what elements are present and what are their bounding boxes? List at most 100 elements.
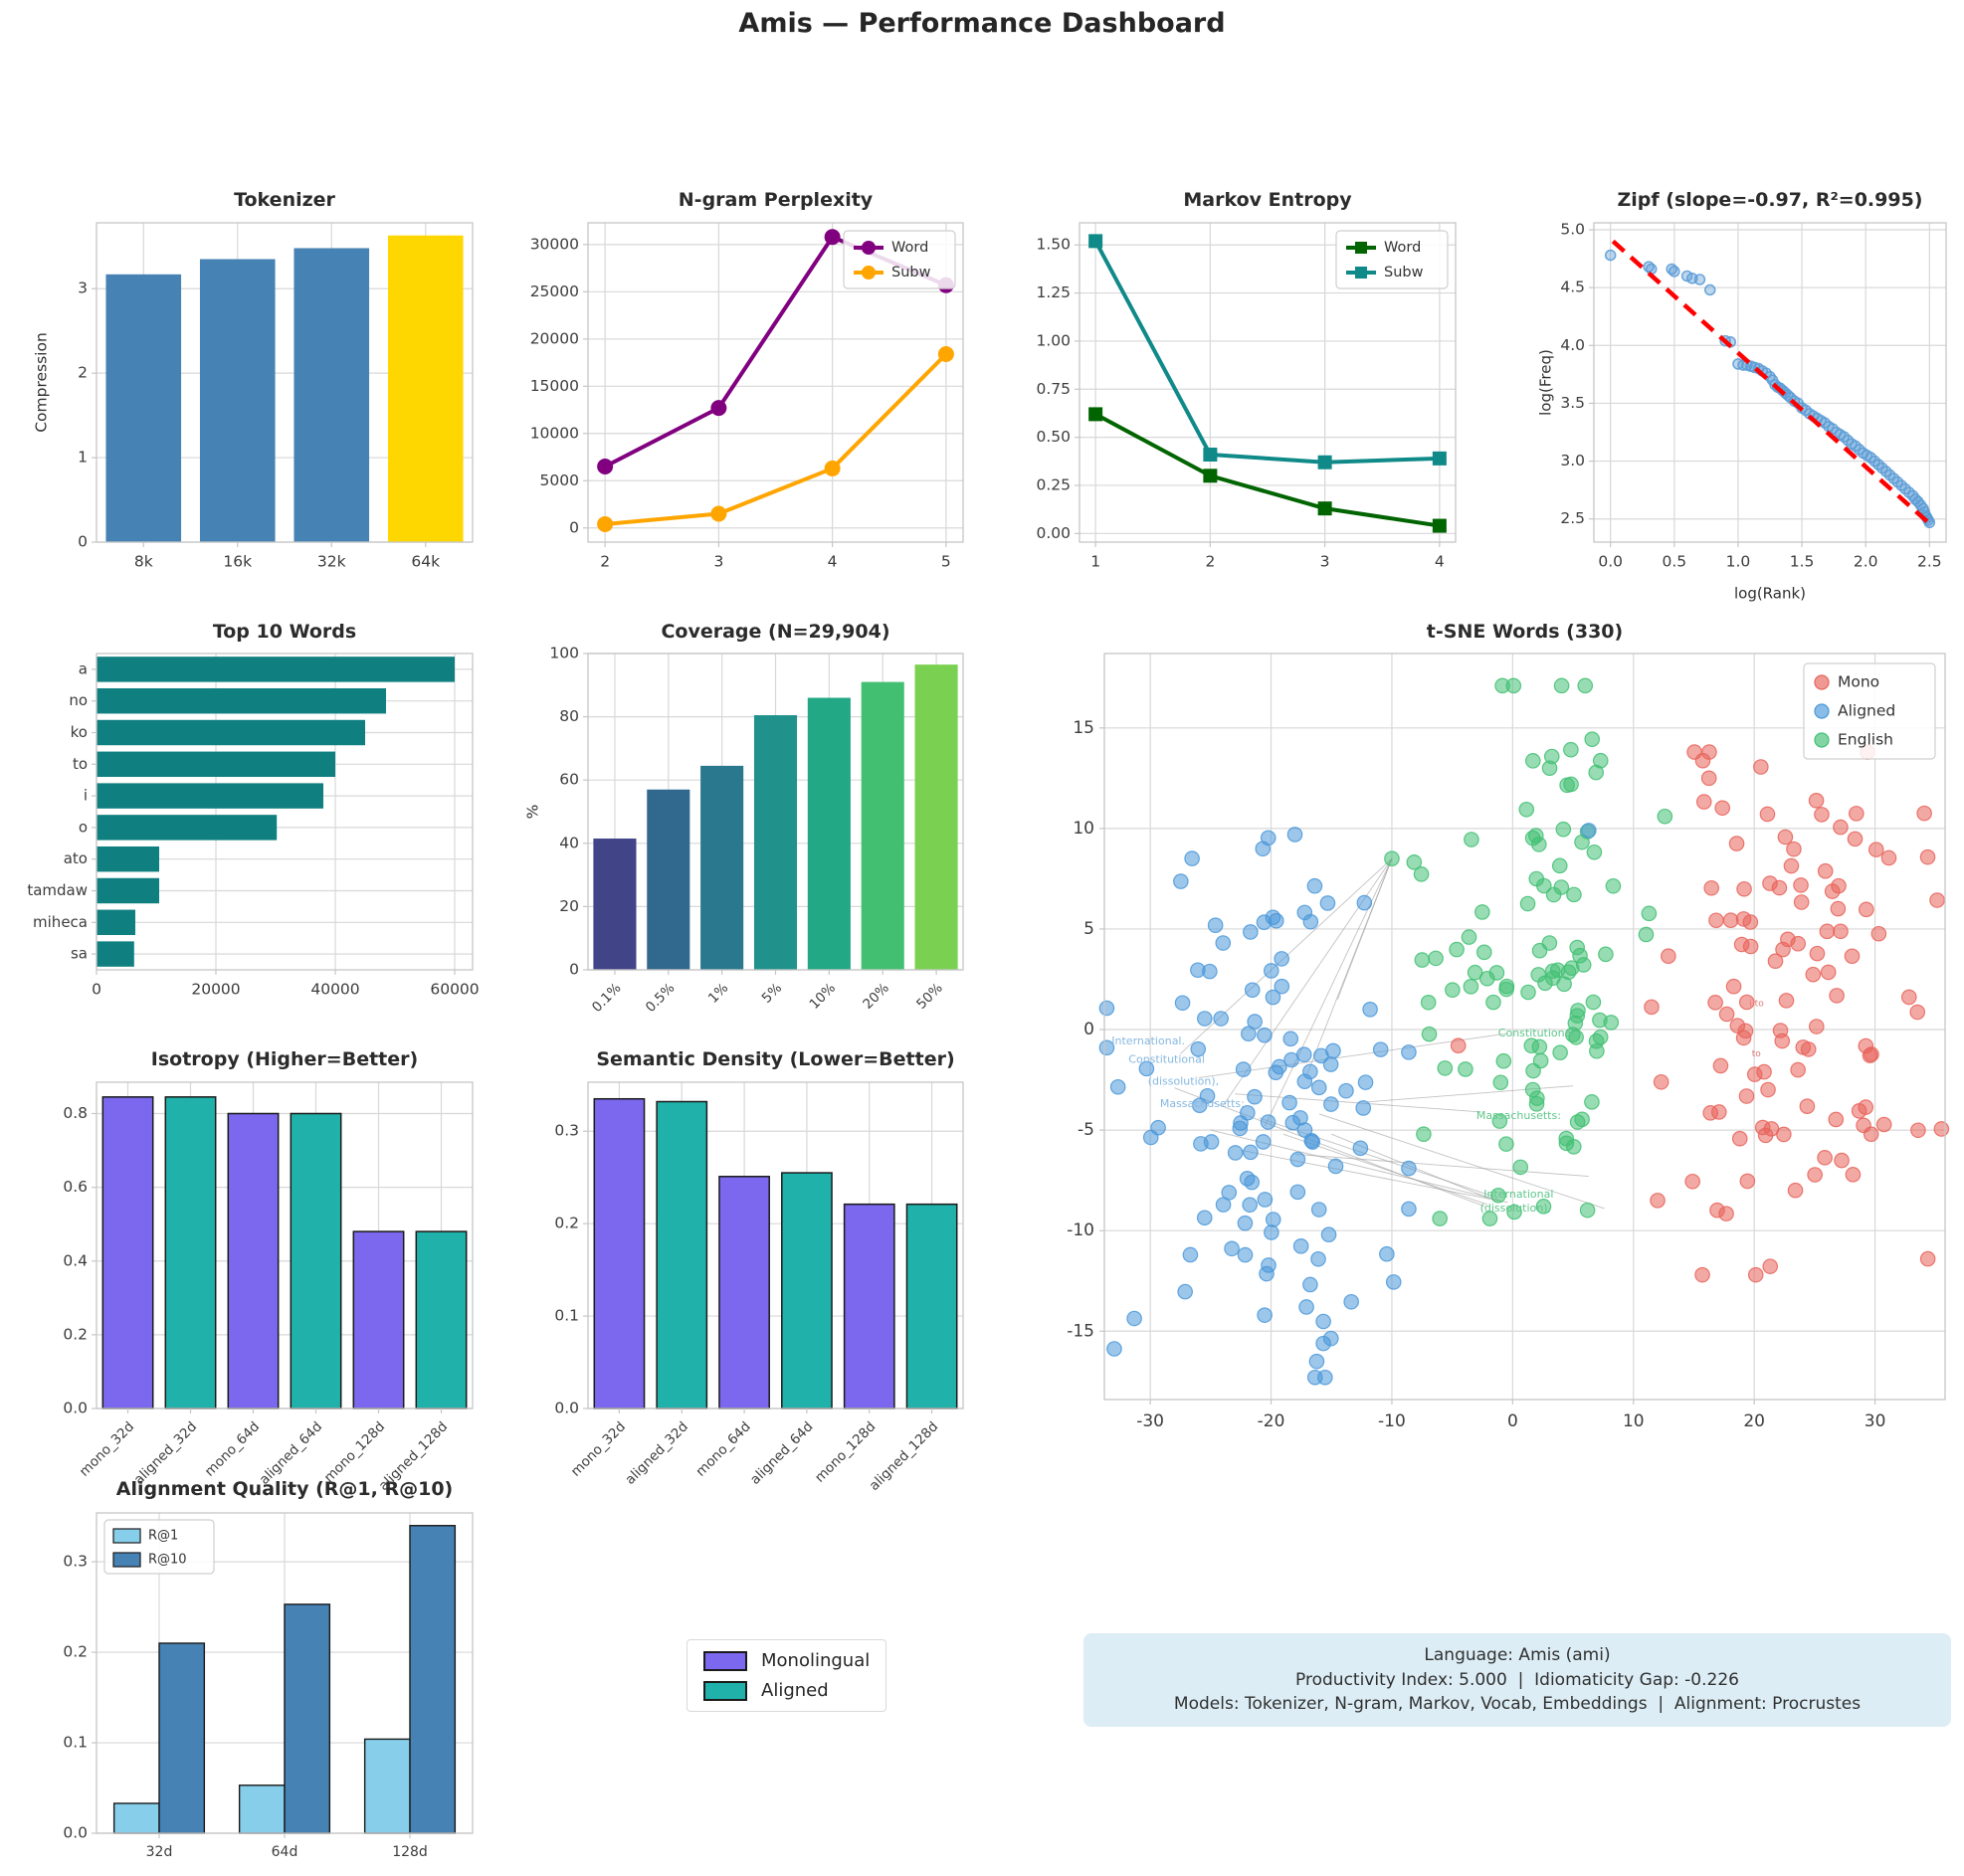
svg-text:Massachusetts:: Massachusetts:: [1160, 1097, 1245, 1110]
svg-text:Massachusetts:: Massachusetts:: [1476, 1109, 1561, 1122]
monolingual-label: Monolingual: [761, 1650, 871, 1671]
svg-text:0.1%: 0.1%: [589, 980, 625, 1016]
svg-text:0.5: 0.5: [1662, 553, 1686, 571]
svg-text:2: 2: [600, 553, 610, 571]
aligned-swatch: [703, 1680, 747, 1701]
svg-text:0.00: 0.00: [1036, 524, 1071, 542]
svg-text:20%: 20%: [860, 980, 892, 1013]
svg-text:0: 0: [78, 533, 88, 551]
svg-text:4: 4: [828, 553, 838, 571]
svg-text:Compression: Compression: [33, 332, 51, 433]
svg-text:-5: -5: [1078, 1120, 1094, 1140]
svg-text:0.6: 0.6: [63, 1178, 88, 1196]
svg-text:aligned_64d: aligned_64d: [257, 1418, 325, 1487]
markov-entropy-chart-title: Markov Entropy: [1183, 189, 1352, 211]
legend-row-monolingual: Monolingual: [703, 1650, 870, 1671]
svg-text:5: 5: [1083, 919, 1094, 939]
svg-text:-20: -20: [1258, 1411, 1285, 1431]
svg-text:32d: 32d: [146, 1844, 173, 1860]
svg-text:R@1: R@1: [148, 1529, 178, 1544]
markov-entropy-chart: 0.00 0.25 0.50 0.75 1.00 1.25 1.50 1 2 3 4 Word Subw: [1036, 222, 1457, 571]
svg-text:5: 5: [941, 553, 951, 571]
svg-text:to: to: [1752, 1049, 1762, 1059]
coverage-chart-title: Coverage (N=29,904): [661, 621, 890, 643]
svg-text:20: 20: [1743, 1411, 1765, 1431]
svg-text:4.5: 4.5: [1560, 279, 1585, 296]
svg-text:Subw: Subw: [891, 265, 931, 281]
svg-text:20000: 20000: [530, 329, 579, 347]
svg-text:8k: 8k: [134, 553, 153, 571]
svg-text:2: 2: [1205, 553, 1215, 571]
svg-text:5.0: 5.0: [1560, 220, 1585, 238]
svg-text:3.0: 3.0: [1560, 452, 1585, 469]
info-language: Language: Amis (ami): [1424, 1645, 1611, 1665]
svg-text:0: 0: [569, 961, 579, 979]
svg-text:Word: Word: [1384, 240, 1421, 256]
svg-text:0.1: 0.1: [63, 1734, 88, 1752]
svg-text:-30: -30: [1136, 1411, 1164, 1431]
svg-text:5%: 5%: [759, 980, 786, 1007]
svg-text:mono_64d: mono_64d: [692, 1418, 753, 1479]
alignment-quality-chart: 0.0 0.1 0.2 0.3 32d 64d 128d R@1 R@10: [63, 1512, 474, 1860]
aligned-label: Aligned: [761, 1680, 829, 1701]
tokenizer-chart: 0 1 2 3 8k 16k 32k 64k Compression: [33, 222, 474, 571]
svg-text:0.0: 0.0: [63, 1400, 88, 1417]
svg-text:3: 3: [78, 280, 88, 297]
svg-text:0: 0: [92, 981, 101, 999]
svg-text:20000: 20000: [191, 981, 240, 999]
alignment-quality-chart-title: Alignment Quality (R@1, R@10): [115, 1478, 454, 1500]
svg-text:60: 60: [559, 771, 579, 789]
svg-text:%: %: [524, 805, 542, 820]
svg-text:0.3: 0.3: [63, 1553, 88, 1571]
svg-text:-10: -10: [1067, 1220, 1094, 1240]
svg-text:60000: 60000: [430, 981, 479, 999]
semantic-density-chart-title: Semantic Density (Lower=Better): [596, 1048, 955, 1070]
svg-text:mono_128d: mono_128d: [812, 1418, 879, 1485]
svg-text:40000: 40000: [310, 981, 359, 999]
tsne-chart: -15 -10 -5 0 5 10 15 International. Constitution…: [1067, 653, 1950, 1431]
svg-text:English: English: [1838, 731, 1893, 749]
svg-text:1%: 1%: [705, 980, 732, 1007]
svg-text:15000: 15000: [530, 377, 579, 395]
svg-text:5000: 5000: [540, 471, 579, 489]
svg-text:mono_32d: mono_32d: [77, 1418, 137, 1479]
svg-text:Constitutional: Constitutional: [1128, 1052, 1205, 1065]
svg-text:10%: 10%: [806, 980, 839, 1013]
svg-text:sa: sa: [71, 945, 88, 963]
top-words-chart-title: Top 10 Words: [212, 621, 357, 643]
svg-text:Constitutional: Constitutional: [1498, 1027, 1575, 1039]
svg-text:-15: -15: [1067, 1321, 1094, 1341]
svg-text:64d: 64d: [272, 1844, 298, 1860]
svg-text:4.0: 4.0: [1560, 336, 1585, 354]
svg-text:10: 10: [1073, 819, 1094, 839]
svg-text:1: 1: [78, 449, 88, 467]
svg-text:log(Freq): log(Freq): [1537, 349, 1555, 416]
svg-text:25000: 25000: [530, 282, 579, 300]
svg-text:10: 10: [1623, 1411, 1645, 1431]
svg-text:50%: 50%: [913, 980, 946, 1013]
svg-text:0: 0: [1507, 1411, 1518, 1431]
svg-text:0.3: 0.3: [554, 1122, 579, 1140]
svg-text:0.0: 0.0: [1598, 553, 1623, 571]
svg-text:International.: International.: [1111, 1034, 1185, 1047]
info-productivity: Productivity Index: 5.000 | Idiomaticity…: [1295, 1669, 1739, 1690]
svg-text:2.0: 2.0: [1854, 553, 1878, 571]
zipf-chart: 2.5 3.0 3.5 4.0 4.5 5.0 0.0 0.5 1.0 1.5 2.0 2.5 log(…: [1537, 220, 1947, 603]
ngram-perplexity-chart-title: N-gram Perplexity: [678, 189, 874, 211]
svg-text:0: 0: [1083, 1020, 1094, 1039]
zipf-chart-title: Zipf (slope=-0.97, R²=0.995): [1617, 189, 1923, 211]
svg-text:20: 20: [559, 897, 579, 915]
svg-text:mono_128d: mono_128d: [321, 1418, 388, 1485]
svg-text:(dissolution),: (dissolution),: [1148, 1075, 1219, 1088]
svg-text:1.5: 1.5: [1790, 553, 1815, 571]
svg-text:0.2: 0.2: [63, 1325, 88, 1343]
summary-info-box: Language: Amis (ami) Productivity Index:…: [1083, 1633, 1951, 1727]
svg-text:0.25: 0.25: [1036, 475, 1071, 493]
svg-text:to: to: [73, 755, 88, 773]
svg-text:10000: 10000: [530, 424, 579, 442]
svg-text:30: 30: [1865, 1411, 1886, 1431]
svg-text:64k: 64k: [411, 553, 440, 571]
svg-text:1: 1: [1090, 553, 1100, 571]
svg-text:Word: Word: [891, 240, 928, 256]
